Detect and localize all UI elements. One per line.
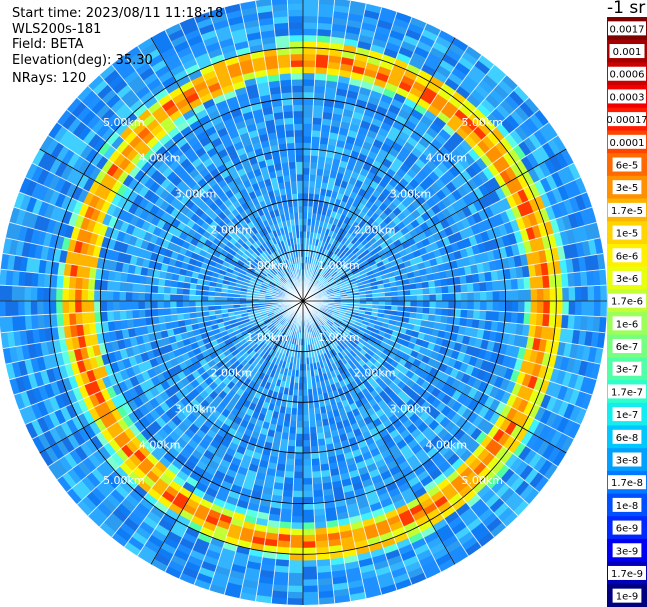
colorbar-label: 1.7e-5 [611,206,643,217]
range-label: 4.00km [139,152,181,165]
range-label: 1.00km [318,259,360,272]
range-label: 3.00km [390,402,432,415]
colorbar-label-bg [609,44,645,59]
azimuth-spoke [302,300,456,565]
azimuth-spoke [302,300,567,454]
colorbar-label-bg [608,202,646,217]
colorbar-label: 0.00017 [606,115,647,126]
range-label: 3.00km [175,402,217,415]
range-label: 5.00km [461,474,503,487]
colorbar-label-bg [608,565,646,580]
azimuth-spoke [150,300,304,565]
range-label: 4.00km [139,438,181,451]
colorbar-label: 1e-8 [616,501,639,512]
azimuth-spoke [302,37,456,302]
colorbar-label: 0.0006 [610,70,645,81]
colorbar-label: 1e-7 [616,410,639,421]
range-label: 1.00km [246,331,288,344]
colorbar-label: 1.7e-7 [611,387,643,398]
colorbar-label: 0.0017 [610,24,645,35]
colorbar-label-bg [608,134,646,149]
colorbar-label-bg [608,475,646,490]
colorbar: 0.0017 0.001 0.0006 0.0003 0.00017 0.0001 6e-5… [606,17,647,607]
azimuth-spoke [150,37,304,302]
colorbar-label-bg [608,112,646,127]
colorbar-label-bg [612,316,642,331]
colorbar-label: 0.0003 [610,92,645,103]
colorbar-label-bg [612,520,642,535]
colorbar-label-bg [612,180,642,195]
polar-plot: 1.00km 1.00km 1.00km 1.00km 2.00km 2.00km 2.00… [0,0,607,605]
colorbar-label: 6e-6 [616,251,639,262]
colorbar-label-bg [612,339,642,354]
field-text: Field: BETA [12,37,84,52]
colorbar-label: 3e-6 [616,274,639,285]
range-label: 5.00km [103,474,145,487]
colorbar-label-bg [608,384,646,399]
range-label: 1.00km [246,259,288,272]
range-label: 2.00km [211,223,253,236]
colorbar-label-bg [608,66,646,81]
start-time-text: Start time: 2023/08/11 11:18:18 [12,6,224,21]
range-label: 5.00km [461,116,503,129]
azimuth-spoke [39,148,304,302]
colorbar-label: 1.7e-8 [611,478,643,489]
colorbar-label-bg [612,225,642,240]
azimuth-spoke [39,300,304,454]
colorbar-label-bg [608,89,646,104]
range-label: 2.00km [354,367,396,380]
colorbar-label-bg [612,157,642,172]
colorbar-label-bg [612,497,642,512]
colorbar-label: 6e-5 [616,161,639,172]
colorbar-label-bg [612,270,642,285]
colorbar-label-bg [608,21,646,36]
colorbar-label: 0.0001 [610,138,645,149]
colorbar-label-bg [612,452,642,467]
colorbar-label: 3e-5 [616,183,639,194]
range-label: 4.00km [426,438,468,451]
colorbar-label: 0.001 [613,47,642,58]
instrument-text: WLS200s-181 [12,22,102,37]
colorbar-label: 6e-8 [616,433,639,444]
colorbar-label-bg [612,361,642,376]
colorbar-label-bg [612,588,642,603]
colorbar-label-bg [612,407,642,422]
range-label: 3.00km [390,188,432,201]
colorbar-label-bg [608,293,646,308]
colorbar-label: 6e-7 [616,342,639,353]
colorbar-label-bg [612,429,642,444]
range-label: 5.00km [103,116,145,129]
colorbar-label: 1e-9 [616,592,639,603]
range-label: 3.00km [175,188,217,201]
colorbar-label: 1e-6 [616,319,639,330]
range-label: 4.00km [426,152,468,165]
range-label: 2.00km [211,367,253,380]
colorbar-label: 3e-8 [616,456,639,467]
range-label: 1.00km [318,331,360,344]
colorbar-label: 3e-7 [616,365,639,376]
colorbar-label: 1.7e-9 [611,569,643,580]
elevation-text: Elevation(deg): 35.30 [12,53,153,68]
colorbar-label: 6e-9 [616,524,639,535]
range-label: 2.00km [354,223,396,236]
colorbar-label-bg [612,248,642,263]
colorbar-label-bg [612,543,642,558]
colorbar-unit: -1 sr [607,0,646,18]
nrays-text: NRays: 120 [12,71,87,86]
colorbar-label: 1.7e-6 [611,297,643,308]
polar-grid: 1.00km 1.00km 1.00km 1.00km 2.00km 2.00km 2.00… [0,0,607,605]
colorbar-label: 1e-5 [616,229,639,240]
colorbar-label: 3e-9 [616,546,639,557]
azimuth-spoke [302,148,567,302]
